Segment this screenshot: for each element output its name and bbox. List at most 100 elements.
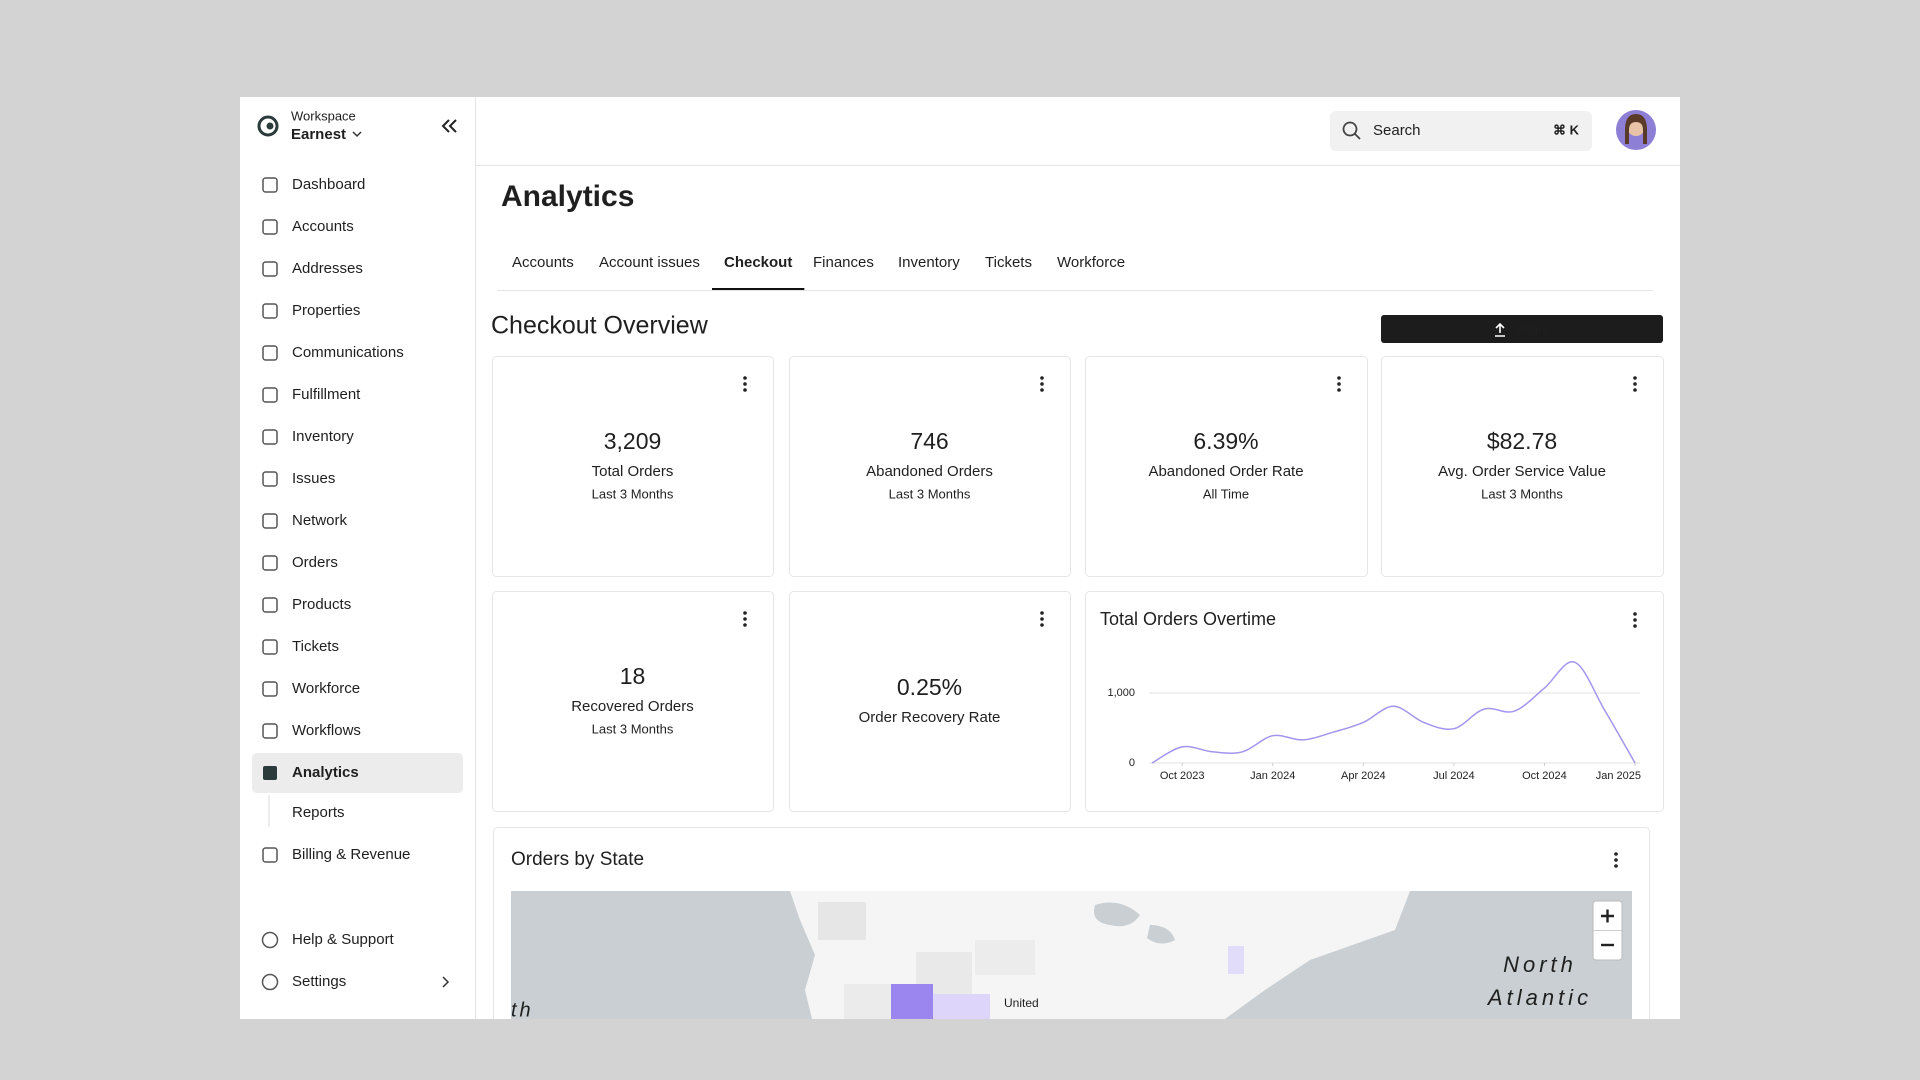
kebab-dot: [1633, 376, 1637, 380]
map-region: [933, 994, 990, 1019]
map-title: Orders by State: [511, 849, 644, 870]
card: [1381, 356, 1664, 577]
nav-item[interactable]: Network: [292, 512, 348, 529]
kebab-dot: [743, 623, 747, 627]
map-label: North: [1503, 952, 1577, 977]
footer-nav-item[interactable]: Settings: [292, 973, 346, 990]
nav-item[interactable]: Addresses: [292, 260, 363, 277]
tab[interactable]: Checkout: [724, 254, 792, 271]
nav-icon: [262, 429, 278, 445]
metric-value: 746: [910, 428, 948, 454]
nav-item[interactable]: Properties: [292, 302, 360, 319]
nav-item[interactable]: Billing & Revenue: [292, 846, 410, 863]
kebab-dot: [1633, 382, 1637, 386]
y-tick-label: 0: [1129, 757, 1135, 769]
share-button[interactable]: [1381, 315, 1663, 343]
section-title: Checkout Overview: [491, 312, 709, 340]
workspace-logo: [257, 115, 279, 137]
kebab-dot: [743, 611, 747, 615]
nav-item[interactable]: Issues: [292, 470, 335, 487]
kebab-dot: [1614, 858, 1618, 862]
map: North Atlantic th United: [511, 891, 1632, 1021]
tab[interactable]: Inventory: [898, 254, 960, 271]
card: [492, 356, 774, 577]
nav-icon: [262, 471, 278, 487]
tab[interactable]: Workforce: [1057, 254, 1125, 271]
metric-value: 6.39%: [1193, 428, 1258, 454]
nav-item[interactable]: Communications: [292, 344, 404, 361]
kebab-dot: [1040, 376, 1044, 380]
kebab-dot: [1614, 864, 1618, 868]
kebab-dot: [743, 376, 747, 380]
kebab-dot: [743, 388, 747, 392]
nav-item[interactable]: Products: [292, 596, 351, 613]
kebab-dot: [1337, 382, 1341, 386]
map-region: [975, 940, 1035, 975]
search-placeholder: Search: [1373, 122, 1421, 139]
card: [1085, 356, 1368, 577]
nav-item[interactable]: Analytics: [292, 764, 359, 781]
nav-icon: [262, 513, 278, 529]
kebab-dot: [1633, 618, 1637, 622]
metric-label: Total Orders: [592, 463, 674, 480]
share-label: Share: [1515, 321, 1550, 336]
x-tick-label: Oct 2024: [1522, 770, 1567, 782]
tab[interactable]: Finances: [813, 254, 874, 271]
search-shortcut: ⌘ K: [1553, 122, 1580, 137]
nav-item[interactable]: Fulfillment: [292, 386, 361, 403]
metric-value: 18: [620, 663, 646, 689]
nav-icon: [262, 177, 278, 193]
metric-label: Avg. Order Service Value: [1438, 463, 1606, 480]
share-icon: [1495, 322, 1505, 337]
nav-icon: [262, 597, 278, 613]
x-tick-label: Oct 2023: [1160, 770, 1205, 782]
nav-active-bg: [252, 753, 463, 793]
nav-icon: [262, 723, 278, 739]
nav-item[interactable]: Orders: [292, 554, 338, 571]
nav-item[interactable]: Inventory: [292, 428, 354, 445]
metric-period: Last 3 Months: [1481, 486, 1563, 501]
tab[interactable]: Tickets: [985, 254, 1032, 271]
nav-item[interactable]: Workflows: [292, 722, 361, 739]
map-label: United: [1004, 996, 1039, 1010]
zoom-in[interactable]: [1601, 909, 1614, 923]
metric-period: Last 3 Months: [592, 486, 674, 501]
card: [1085, 591, 1664, 812]
nav-item[interactable]: Dashboard: [292, 176, 365, 193]
nav-icon: [261, 973, 279, 991]
collapse-icon[interactable]: [441, 119, 457, 133]
kebab-dot: [1614, 852, 1618, 856]
kebab-dot: [743, 382, 747, 386]
metric-period: Last 3 Months: [592, 721, 674, 736]
nav-icon: [262, 639, 278, 655]
kebab-dot: [1633, 612, 1637, 616]
search-box[interactable]: [1330, 111, 1592, 151]
kebab-dot: [1633, 388, 1637, 392]
card: [492, 591, 774, 812]
map-label: th: [511, 999, 534, 1021]
map-region: [891, 984, 933, 1019]
map-region: [818, 902, 866, 940]
nav-item[interactable]: Tickets: [292, 638, 339, 655]
tab[interactable]: Account issues: [599, 254, 700, 271]
kebab-dot: [1337, 388, 1341, 392]
kebab-dot: [1040, 617, 1044, 621]
x-tick-label: Apr 2024: [1341, 770, 1386, 782]
workspace-chevron: [352, 131, 362, 138]
workspace-name[interactable]: Earnest: [291, 126, 346, 143]
tab[interactable]: Accounts: [512, 254, 574, 271]
nav-icon: [262, 387, 278, 403]
footer-nav-item[interactable]: Help & Support: [292, 931, 395, 948]
subnav-item[interactable]: Reports: [292, 804, 345, 821]
tab-underline: [712, 288, 805, 291]
nav-icon: [262, 345, 278, 361]
nav-icon: [262, 555, 278, 571]
nav-item[interactable]: Accounts: [292, 218, 354, 235]
sidebar: [240, 97, 475, 1019]
nav-item[interactable]: Workforce: [292, 680, 360, 697]
nav-icon: [262, 261, 278, 277]
y-tick-label: 1,000: [1107, 687, 1135, 699]
workspace-label: Workspace: [291, 108, 356, 123]
